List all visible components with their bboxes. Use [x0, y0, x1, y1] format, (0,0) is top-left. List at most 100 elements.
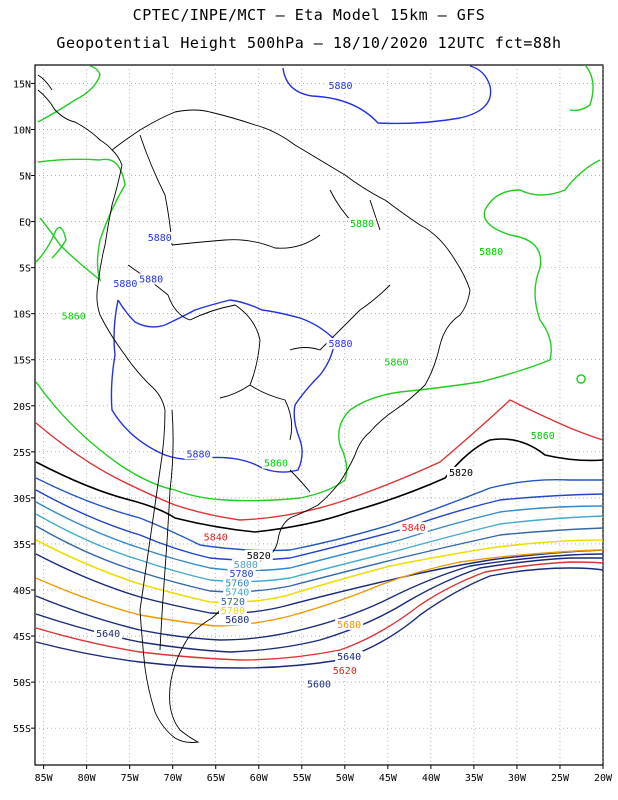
contour-label-bg	[261, 457, 290, 469]
contour-label-bg	[326, 80, 355, 92]
border-argentina-chile	[159, 409, 174, 651]
contour-label-bg	[227, 568, 256, 580]
tick-label-lat: 50S	[13, 678, 31, 689]
contour-label: 5740	[225, 588, 249, 599]
tick-label-lon: 80W	[78, 773, 97, 784]
contour-5780	[35, 489, 603, 561]
contour-label: 5880	[328, 81, 352, 92]
contour-5760	[35, 501, 603, 572]
border-brazil-north	[171, 234, 321, 249]
border-uruguay	[289, 469, 311, 493]
contour-label-bg	[326, 337, 355, 349]
contour-5860-gulf	[569, 65, 594, 112]
tick-label-lon: 65W	[207, 773, 226, 784]
tick-label-lon: 75W	[121, 773, 140, 784]
contour-label: 5880	[328, 339, 352, 350]
contour-5880-north	[282, 65, 492, 125]
tick-label-lat: 5N	[19, 172, 31, 183]
contour-5820	[35, 438, 603, 533]
contour-label-bg	[244, 549, 273, 561]
contour-5860-nw	[37, 65, 101, 123]
tick-label-lon: 60W	[250, 773, 269, 784]
contour-5860-atlantic	[174, 159, 601, 502]
tick-label-lon: 55W	[293, 773, 312, 784]
contour-label: 5720	[221, 597, 245, 608]
tick-label-lon: 30W	[508, 773, 527, 784]
contour-5620	[35, 561, 603, 661]
tick-label-lon: 35W	[465, 773, 484, 784]
contour-label: 5760	[225, 578, 249, 589]
contour-label: 5860	[264, 459, 288, 470]
contour-label-bg	[348, 218, 377, 230]
contour-label: 5880	[113, 279, 137, 290]
tick-label-lat: 10S	[13, 310, 31, 321]
contour-5660	[35, 553, 603, 641]
axis-ticks: 15N 10N 5N EQ 5S 10S 15S 20S 25S 30S 35S 40S 45S 50S 5…	[13, 79, 613, 784]
contour-5880-continent	[110, 299, 336, 473]
contour-label: 5880	[186, 449, 210, 460]
tick-label-lat: 25S	[13, 448, 31, 459]
tick-label-lat: 15S	[13, 356, 31, 367]
tick-label-lat: 40S	[13, 586, 31, 597]
contour-label: 5840	[402, 523, 426, 534]
border-bolivia	[189, 304, 261, 399]
border-colombia-venezuela	[139, 134, 173, 246]
contour-label: 5860	[62, 311, 86, 322]
contour-label: 5640	[337, 652, 361, 663]
tick-label-lon: 25W	[551, 773, 570, 784]
contour-label: 5600	[307, 680, 331, 691]
tick-label-lat: 35S	[13, 540, 31, 551]
contour-labels: 5880588058605860586058605880588058805880…	[59, 80, 557, 691]
tick-label-lon: 85W	[35, 773, 54, 784]
contour-label: 5680	[225, 615, 249, 626]
contour-5860-north	[37, 158, 126, 283]
contour-5860-dot	[576, 374, 586, 384]
contour-label-bg	[528, 430, 557, 442]
border-paraguay	[249, 384, 293, 441]
contour-lines	[35, 65, 603, 669]
contour-5680-dark	[35, 549, 603, 615]
tick-label-lon: 45W	[379, 773, 398, 784]
contour-label: 5640	[96, 629, 120, 640]
coastline-central-america-north	[37, 74, 53, 91]
tick-label-lat: 5S	[19, 264, 31, 275]
contour-label-bg	[382, 356, 411, 368]
contour-label-bg	[305, 678, 333, 690]
contour-label: 5800	[234, 560, 258, 571]
contour-label-bg	[59, 310, 88, 322]
contour-label: 5860	[531, 431, 555, 442]
contour-label-bg	[223, 614, 252, 626]
contour-label: 5820	[247, 551, 271, 562]
contour-5720	[35, 525, 603, 593]
contour-label-bg	[335, 618, 364, 630]
tick-label-lon: 50W	[336, 773, 355, 784]
contour-5860-lower	[35, 381, 176, 491]
tick-label-lat: 20S	[13, 402, 31, 413]
contour-label-bg	[94, 628, 123, 640]
contour-label-bg	[137, 273, 166, 285]
tick-label-lat: 45S	[13, 632, 31, 643]
contour-5700	[35, 539, 603, 604]
tick-label-lat: 55S	[13, 724, 31, 735]
chart-title-line-1: CPTEC/INPE/MCT – Eta Model 15km – GFS	[132, 6, 486, 24]
contour-label-bg	[335, 651, 364, 663]
contour-label: 5780	[229, 569, 253, 580]
contour-label: 5880	[148, 233, 172, 244]
contour-label: 5820	[449, 468, 473, 479]
contour-label-bg	[399, 522, 428, 534]
contour-label: 5860	[384, 357, 408, 368]
contour-5840-north	[35, 399, 603, 521]
tick-label-lat: 15N	[13, 79, 31, 90]
contour-label: 5700	[221, 606, 245, 617]
contour-5800	[35, 477, 603, 552]
contour-label-bg	[447, 466, 475, 478]
contour-label-bg	[330, 664, 359, 676]
contour-label-bg	[223, 586, 252, 598]
tick-label-lon: 20W	[594, 773, 613, 784]
coastline-central-america	[37, 89, 113, 151]
tick-label-lon: 70W	[164, 773, 183, 784]
tick-label-lat: EQ	[19, 218, 31, 229]
contour-label-bg	[223, 577, 252, 589]
contour-label: 5620	[333, 666, 357, 677]
